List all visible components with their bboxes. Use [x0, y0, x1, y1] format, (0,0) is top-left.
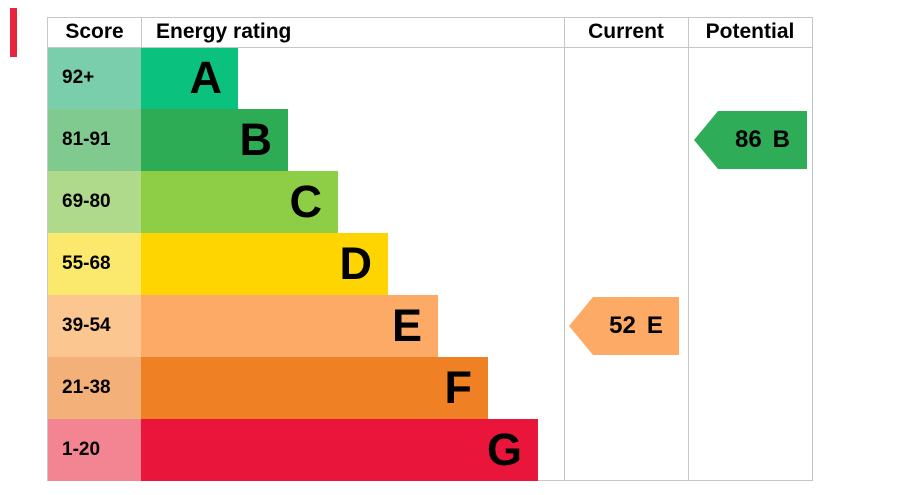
column-header-energy: Energy rating [156, 20, 292, 43]
score-cell-e: 39-54 [48, 295, 141, 357]
rating-row-d: 55-68 D [48, 233, 812, 295]
rating-row-g: 1-20 G [48, 419, 812, 481]
rating-row-f: 21-38 F [48, 357, 812, 419]
score-cell-c: 69-80 [48, 171, 141, 233]
current-score-value: 52 [609, 312, 636, 339]
epc-table: Score Energy rating Current Potential 92… [47, 17, 813, 481]
score-cell-d: 55-68 [48, 233, 141, 295]
rating-row-b: 81-91 B [48, 109, 812, 171]
column-header-potential: Potential [705, 20, 795, 43]
band-e: E [141, 295, 438, 357]
rating-row-e: 39-54 E [48, 295, 812, 357]
current-score-letter: E [646, 312, 663, 339]
rating-row-a: 92+ A [48, 47, 812, 109]
divider-energy-current [564, 18, 565, 480]
score-cell-b: 81-91 [48, 109, 141, 171]
column-header-current: Current [588, 20, 664, 43]
column-header-score: Score [65, 20, 124, 43]
score-cell-a: 92+ [48, 47, 141, 109]
potential-score-value: 86 [734, 126, 762, 153]
potential-score-letter: B [772, 126, 791, 153]
potential-rating-arrow: 86 B [694, 111, 807, 169]
band-f: F [141, 357, 488, 419]
band-c: C [141, 171, 338, 233]
score-cell-f: 21-38 [48, 357, 141, 419]
band-b: B [141, 109, 288, 171]
left-red-marker [10, 8, 17, 57]
score-cell-g: 1-20 [48, 419, 141, 481]
current-rating-arrow: 52 E [569, 297, 679, 355]
divider-current-potential [688, 18, 689, 480]
band-a: A [141, 47, 238, 109]
table-header: Score Energy rating Current Potential [48, 18, 812, 48]
band-d: D [141, 233, 388, 295]
band-g: G [141, 419, 538, 481]
rating-row-c: 69-80 C [48, 171, 812, 233]
